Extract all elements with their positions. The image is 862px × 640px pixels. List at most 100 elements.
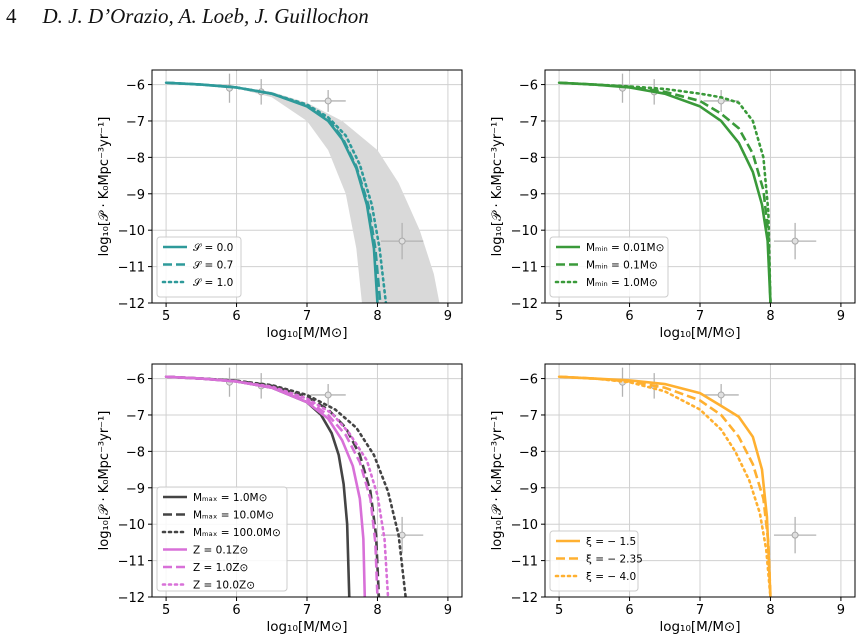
x-tick-label: 8 <box>373 603 381 618</box>
chart-panel-1: 5 6 7 8 9 −6 −7 −8 −9 −10 −11 −12 𝒮 = 0.0𝒮 = 0.7𝒮 = … <box>97 69 463 341</box>
series-line <box>557 81 772 303</box>
legend-label: Mₘᵢₙ = 1.0M⊙ <box>586 277 658 289</box>
legend-label: Mₘₐₓ = 1.0M⊙ <box>193 492 267 504</box>
data-point <box>791 237 799 245</box>
x-axis-label: log₁₀[M/M⊙] <box>266 325 347 341</box>
legend-label: 𝒮 = 1.0 <box>193 277 233 289</box>
y-tick-label: −12 <box>118 297 145 312</box>
legend: 𝒮 = 0.0 𝒮 = 0.7 𝒮 = 1.0 <box>156 236 242 298</box>
axes-frame <box>151 69 463 304</box>
page-number: 4 <box>6 4 17 28</box>
data-point <box>324 391 332 399</box>
y-axis-label: log₁₀[𝒫 · K₀Mpc⁻³yr⁻¹] <box>490 117 505 257</box>
x-tick-label: 7 <box>696 309 704 324</box>
x-tick-label: 6 <box>625 309 633 324</box>
y-tick-label: −11 <box>118 555 145 570</box>
legend-label: ξ = − 4.0 <box>586 571 636 583</box>
y-tick-label: −7 <box>126 409 145 424</box>
y-tick-label: −6 <box>519 373 538 388</box>
data-point <box>717 391 725 399</box>
y-tick-label: −8 <box>126 151 145 166</box>
y-tick-label: −9 <box>126 188 145 203</box>
plot-area <box>164 367 424 597</box>
y-tick-label: −7 <box>519 115 538 130</box>
y-tick-label: −8 <box>519 151 538 166</box>
y-axis-label: log₁₀[𝒫 · K₀Mpc⁻³yr⁻¹] <box>97 117 112 257</box>
legend-box <box>549 236 669 298</box>
axes-frame <box>544 69 856 304</box>
x-tick-label: 5 <box>162 603 170 618</box>
chart-panel-4: 5 6 7 8 9 −6 −7 −8 −9 −10 −11 −12 ξ = − 1.5 ξ = − 2.3… <box>490 363 856 635</box>
legend-label: 𝒮 = 0.0 <box>193 242 233 254</box>
legend-label: Mₘₐₓ = 10.0M⊙ <box>193 510 274 522</box>
y-tick-label: −7 <box>126 115 145 130</box>
x-tick-label: 5 <box>555 309 563 324</box>
legend-box <box>156 486 288 592</box>
y-tick-label: −12 <box>118 591 145 606</box>
x-axis-label: log₁₀[M/M⊙] <box>659 619 740 635</box>
x-tick-label: 9 <box>444 603 452 618</box>
y-tick-label: −11 <box>118 261 145 276</box>
y-tick-label: −10 <box>511 518 538 533</box>
y-axis-label: log₁₀[𝒫 · K₀Mpc⁻³yr⁻¹] <box>97 411 112 551</box>
legend: Mₘₐₓ = 1.0M⊙ Mₘₐₓ = 10.0M⊙ Mₘₐₓ = 100.0M⊙ Z… <box>156 486 288 592</box>
y-tick-label: −10 <box>118 518 145 533</box>
legend-label: Z = 10.0Z⊙ <box>193 580 255 592</box>
series-line <box>164 81 388 303</box>
legend-label: Mₘₐₓ = 100.0M⊙ <box>193 527 281 539</box>
legend-label: ξ = − 2.35 <box>586 554 643 566</box>
series-line <box>164 375 390 597</box>
legend-label: Mₘᵢₙ = 0.1M⊙ <box>586 260 658 272</box>
uncertainty-band <box>166 82 440 303</box>
y-tick-label: −10 <box>511 224 538 239</box>
x-tick-label: 9 <box>837 603 845 618</box>
y-tick-label: −9 <box>519 188 538 203</box>
data-point <box>717 97 725 105</box>
x-tick-label: 8 <box>766 603 774 618</box>
x-axis-label: log₁₀[M/M⊙] <box>659 325 740 341</box>
y-tick-label: −9 <box>126 482 145 497</box>
plot-area <box>557 367 817 597</box>
plot-area <box>164 73 440 303</box>
y-tick-label: −11 <box>511 261 538 276</box>
legend-box <box>549 530 639 592</box>
y-tick-label: −6 <box>126 79 145 94</box>
x-tick-label: 6 <box>232 309 240 324</box>
y-tick-label: −11 <box>511 555 538 570</box>
legend-label: Mₘᵢₙ = 0.01M⊙ <box>586 242 664 254</box>
plot-area <box>557 73 817 303</box>
data-point <box>324 97 332 105</box>
axes-frame <box>544 363 856 598</box>
legend-label: ξ = − 1.5 <box>586 536 636 548</box>
x-tick-label: 8 <box>373 309 381 324</box>
y-axis-label: log₁₀[𝒫 · K₀Mpc⁻³yr⁻¹] <box>490 411 505 551</box>
y-tick-label: −12 <box>511 297 538 312</box>
y-tick-label: −8 <box>519 445 538 460</box>
y-tick-label: −7 <box>519 409 538 424</box>
data-point <box>398 531 406 539</box>
data-point <box>791 531 799 539</box>
x-tick-label: 7 <box>696 603 704 618</box>
y-tick-label: −6 <box>519 79 538 94</box>
legend-label: Z = 0.1Z⊙ <box>193 545 248 557</box>
y-tick-label: −9 <box>519 482 538 497</box>
x-tick-label: 6 <box>625 603 633 618</box>
axes-frame <box>151 363 463 598</box>
x-tick-label: 5 <box>162 309 170 324</box>
y-tick-label: −10 <box>118 224 145 239</box>
legend: ξ = − 1.5 ξ = − 2.35 ξ = − 4.0 <box>549 530 643 592</box>
x-tick-label: 9 <box>444 309 452 324</box>
data-point <box>398 237 406 245</box>
x-axis-label: log₁₀[M/M⊙] <box>266 619 347 635</box>
legend: Mₘᵢₙ = 0.01M⊙ Mₘᵢₙ = 0.1M⊙ Mₘᵢₙ = 1.0M⊙ <box>549 236 669 298</box>
page-header: 4 D. J. D’Orazio, A. Loeb, J. Guillochon <box>6 4 369 38</box>
x-tick-label: 5 <box>555 603 563 618</box>
x-tick-label: 8 <box>766 309 774 324</box>
y-tick-label: −12 <box>511 591 538 606</box>
x-tick-label: 7 <box>303 309 311 324</box>
x-tick-label: 9 <box>837 309 845 324</box>
x-tick-label: 6 <box>232 603 240 618</box>
x-tick-label: 7 <box>303 603 311 618</box>
